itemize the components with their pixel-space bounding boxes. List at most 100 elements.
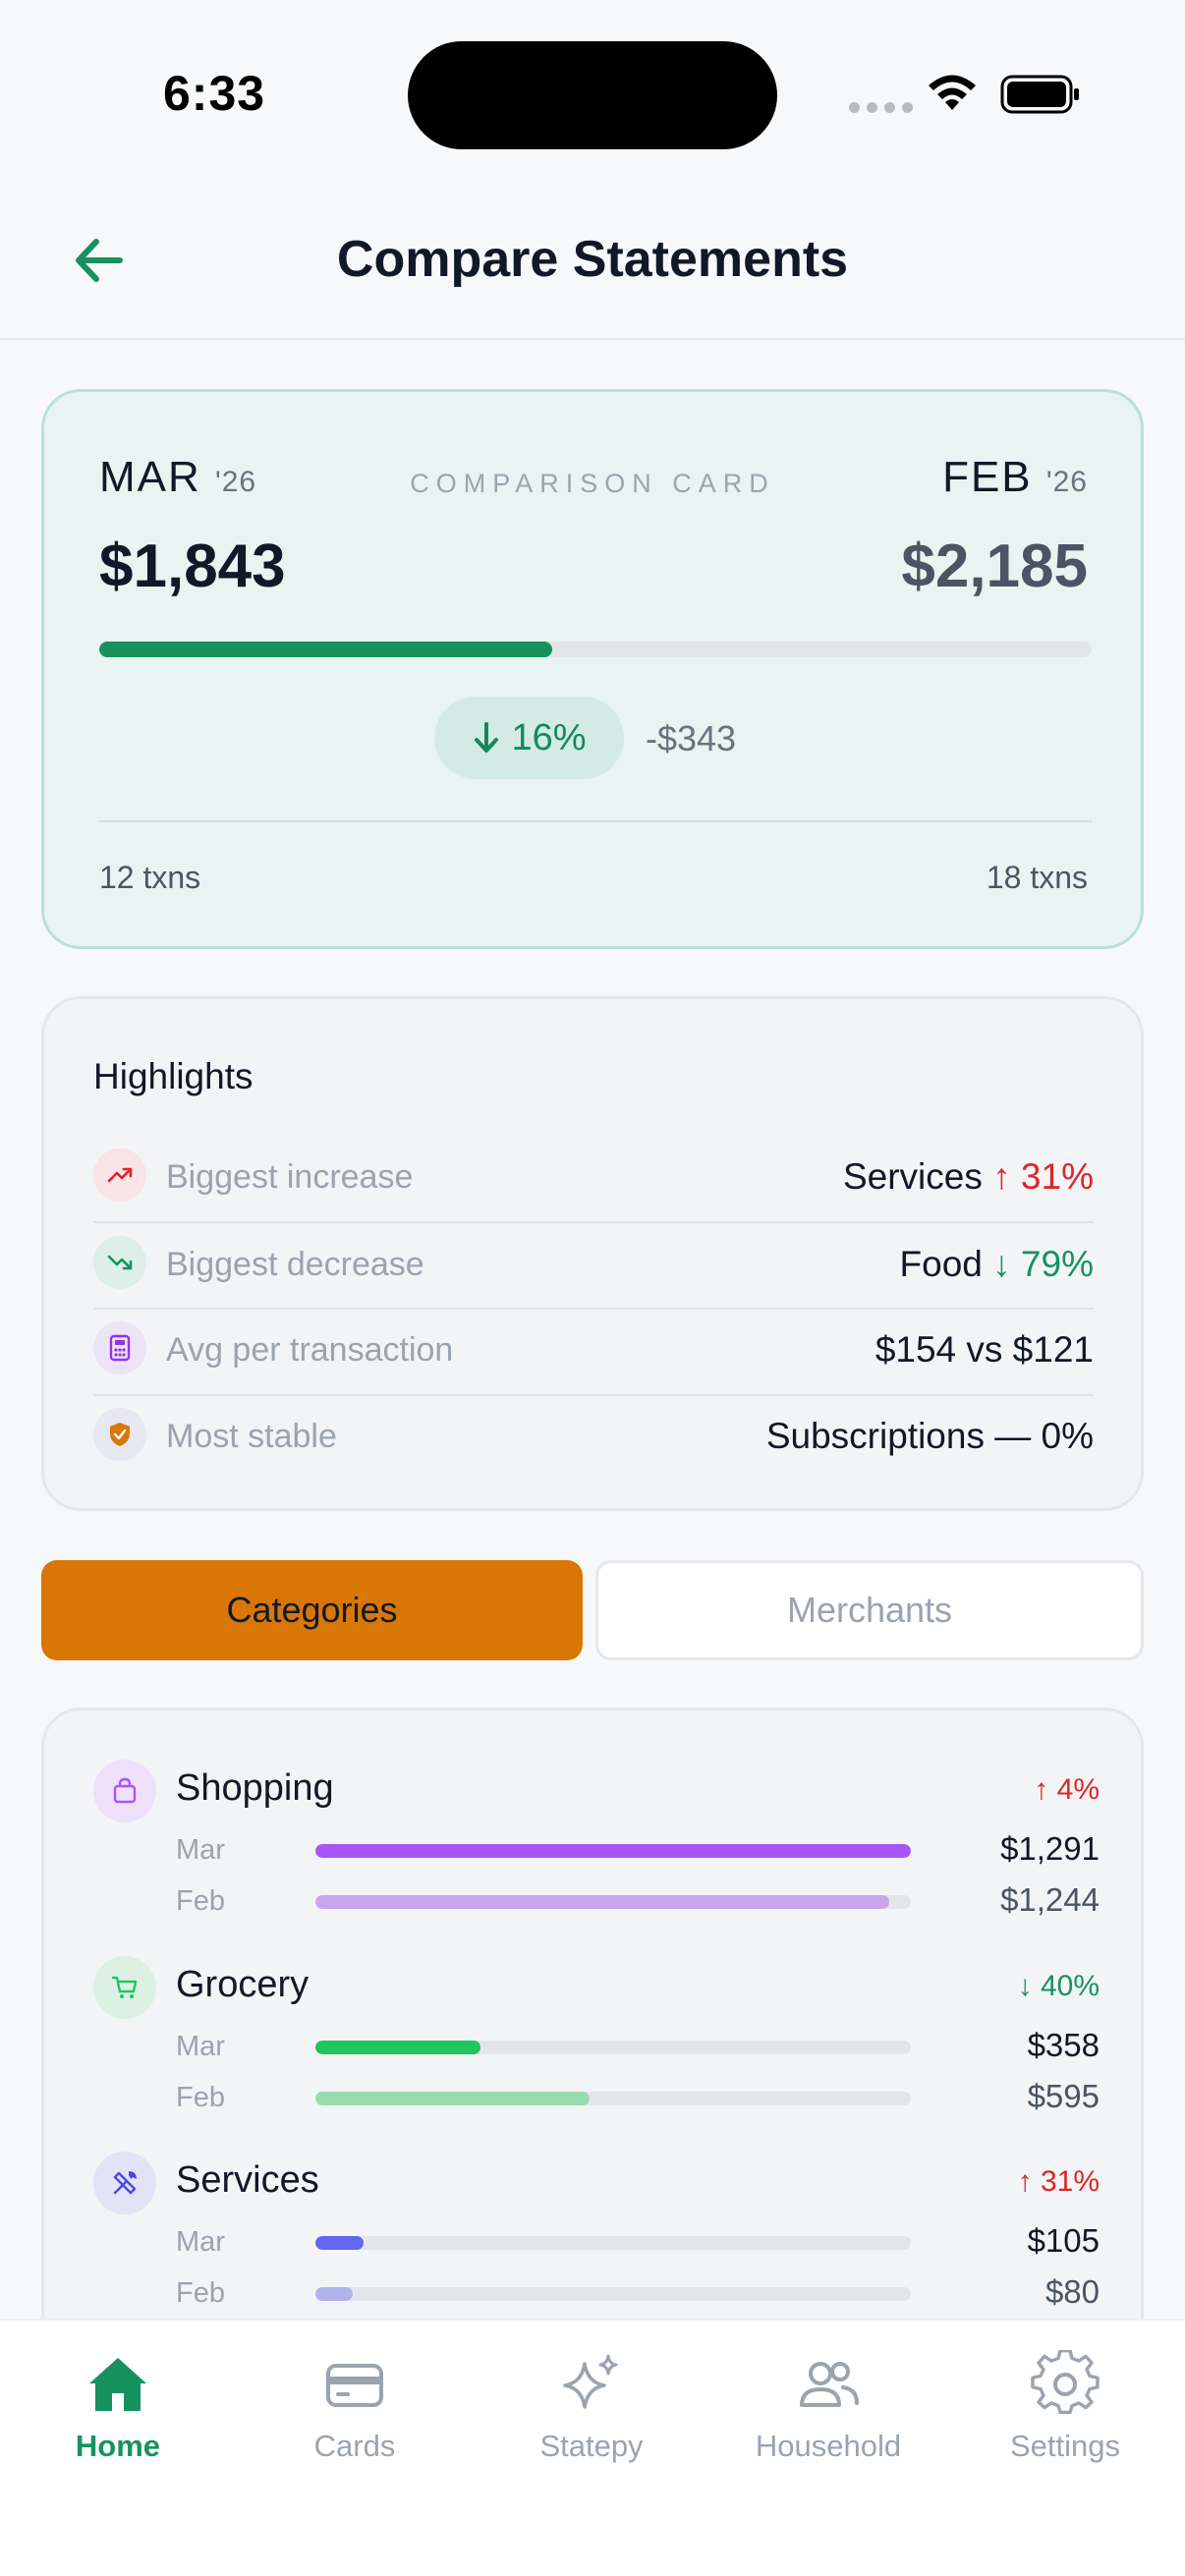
nav-label: Cards: [313, 2429, 396, 2463]
mar-bar-track: [315, 2041, 911, 2054]
previous-month: FEB '26: [942, 453, 1088, 501]
cart-icon: [93, 1956, 156, 2019]
highlight-row: Avg per transaction $154 vs $121: [93, 1308, 1094, 1394]
category-change: ↑ 31%: [1017, 2165, 1100, 2198]
divider: [99, 820, 1092, 822]
category-name: Services: [176, 2159, 319, 2201]
divider: [93, 1308, 1094, 1310]
arrow-down-icon: [475, 722, 499, 753]
mar-bar-track: [315, 2236, 911, 2250]
gear-icon: [1031, 2350, 1100, 2415]
people-icon: [800, 2362, 859, 2407]
highlights-card: Highlights Biggest increase Services ↑ 3…: [41, 996, 1144, 1511]
highlight-label: Avg per transaction: [166, 1331, 454, 1369]
app-header: Compare Statements: [0, 187, 1185, 340]
current-txns: 12 txns: [99, 860, 201, 895]
feb-bar-track: [315, 1895, 911, 1909]
divider: [93, 1221, 1094, 1223]
category-item-services[interactable]: Services ↑ 31% Mar $105 Feb $80: [44, 2102, 1141, 2310]
nav-label: Household: [755, 2429, 902, 2463]
highlight-label: Most stable: [166, 1418, 337, 1455]
previous-txns: 18 txns: [986, 860, 1088, 895]
bag-icon: [93, 1760, 156, 1822]
mar-label: Mar: [176, 2226, 225, 2258]
nav-household[interactable]: Household: [730, 2350, 927, 2464]
divider: [93, 1394, 1094, 1396]
mar-amount: $105: [1027, 2222, 1100, 2259]
feb-bar-fill: [315, 2092, 591, 2105]
signal-icon: [849, 102, 913, 113]
feb-amount: $1,244: [1000, 1881, 1100, 1918]
feb-label: Feb: [176, 1885, 225, 1917]
mar-amount: $1,291: [1000, 1830, 1100, 1867]
mar-bar-fill: [315, 1844, 911, 1858]
category-change: ↑ 4%: [1034, 1773, 1100, 1806]
battery-icon: [1000, 75, 1079, 114]
page-title: Compare Statements: [336, 231, 849, 288]
tab-categories[interactable]: Categories: [41, 1560, 583, 1660]
category-name: Grocery: [176, 1964, 310, 2005]
shield-icon: [93, 1408, 146, 1461]
trend-down-icon: [93, 1236, 146, 1289]
tools-icon: [93, 2152, 156, 2214]
delta-badge: 16%: [434, 697, 624, 779]
status-bar: 6:33: [0, 0, 1185, 187]
highlights-title: Highlights: [93, 1056, 254, 1096]
trend-up-icon: [93, 1148, 146, 1202]
nav-label: Home: [75, 2429, 161, 2463]
feb-amount: $595: [1027, 2078, 1100, 2114]
category-change: ↓ 40%: [1017, 1970, 1100, 2002]
dynamic-island: [408, 41, 777, 149]
nav-label: Settings: [1009, 2429, 1120, 2463]
card-icon: [326, 2364, 383, 2407]
mar-label: Mar: [176, 1834, 225, 1866]
delta-percent: 16%: [511, 716, 587, 758]
highlight-label: Biggest increase: [166, 1158, 414, 1196]
mar-amount: $358: [1027, 2027, 1100, 2063]
category-item-grocery[interactable]: Grocery ↓ 40% Mar $358 Feb $595: [44, 1907, 1141, 2114]
highlight-value: Food ↓ 79%: [899, 1244, 1094, 1284]
highlight-value: Subscriptions — 0%: [765, 1416, 1094, 1456]
mar-bar-track: [315, 1844, 911, 1858]
highlight-value: $154 vs $121: [875, 1329, 1094, 1370]
feb-bar-fill: [315, 1895, 890, 1909]
nav-home[interactable]: Home: [20, 2350, 216, 2464]
current-month: MAR '26: [99, 453, 257, 501]
wifi-icon: [929, 75, 976, 110]
highlight-row: Most stable Subscriptions — 0%: [93, 1394, 1094, 1481]
home-icon: [89, 2358, 146, 2411]
comparison-card-label: COMPARISON CARD: [410, 469, 775, 498]
nav-settings[interactable]: Settings: [967, 2350, 1163, 2464]
comparison-progress-fill: [99, 642, 552, 657]
nav-statepy[interactable]: Statepy: [493, 2350, 690, 2464]
highlight-row: Biggest increase Services ↑ 31%: [93, 1135, 1094, 1221]
back-arrow-icon[interactable]: [65, 226, 134, 295]
category-name: Shopping: [176, 1767, 334, 1809]
delta-amount: -$343: [646, 718, 737, 758]
category-comparison-card: Shopping ↑ 4% Mar $1,291 Feb $1,244 Groc…: [41, 1708, 1144, 2395]
sparkle-icon: [563, 2354, 618, 2409]
mar-bar-fill: [315, 2236, 365, 2250]
comparison-progress-track: [99, 642, 1092, 657]
category-item-shopping[interactable]: Shopping ↑ 4% Mar $1,291 Feb $1,244: [44, 1710, 1141, 1918]
feb-bar-fill: [315, 2287, 353, 2301]
comparison-card: MAR '26 COMPARISON CARD FEB '26 $1,843 $…: [41, 389, 1144, 949]
highlight-row: Biggest decrease Food ↓ 79%: [93, 1222, 1094, 1309]
nav-label: Statepy: [539, 2429, 644, 2463]
feb-amount: $80: [1044, 2273, 1100, 2310]
calculator-icon: [93, 1321, 146, 1374]
mar-label: Mar: [176, 2031, 225, 2062]
status-time: 6:33: [163, 66, 266, 121]
tab-merchants[interactable]: Merchants: [595, 1560, 1144, 1660]
nav-cards[interactable]: Cards: [256, 2350, 453, 2464]
bottom-tab-bar: Home Cards Statepy Household Settings: [0, 2319, 1185, 2576]
highlight-value: Services ↑ 31%: [842, 1156, 1094, 1197]
feb-bar-track: [315, 2287, 911, 2301]
current-amount: $1,843: [99, 532, 286, 600]
mar-bar-fill: [315, 2041, 480, 2054]
previous-amount: $2,185: [901, 532, 1088, 600]
highlight-label: Biggest decrease: [166, 1246, 424, 1283]
feb-bar-track: [315, 2092, 911, 2105]
feb-label: Feb: [176, 2082, 225, 2113]
feb-label: Feb: [176, 2277, 225, 2309]
